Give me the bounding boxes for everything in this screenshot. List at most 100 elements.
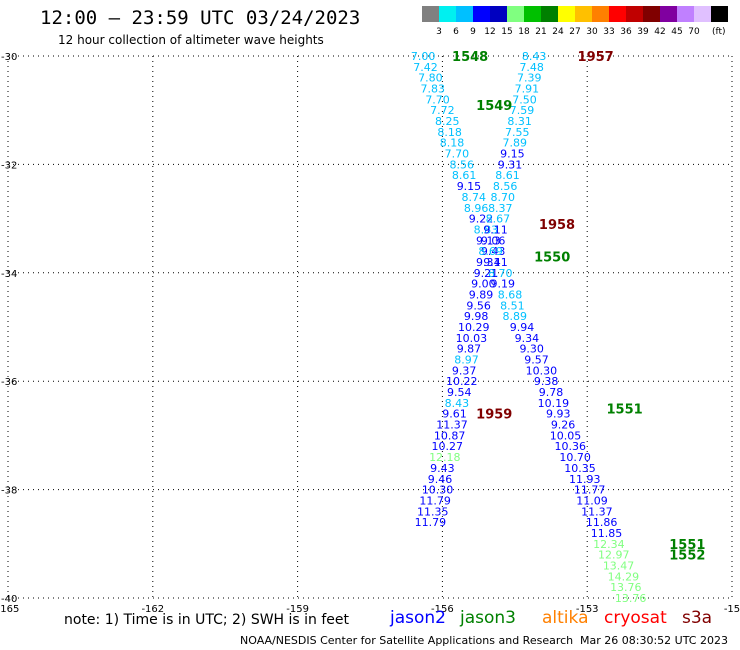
legend-label: 24 (552, 27, 564, 37)
swh-value: 8.67 (486, 213, 511, 226)
swh-value: 8.70 (488, 267, 513, 280)
swh-value: 10.30 (526, 364, 558, 377)
pass-time-label: 1957 (578, 50, 614, 65)
swh-value: 13.47 (603, 559, 635, 572)
legend-label: 70 (688, 27, 700, 37)
swh-value: 9.41 (483, 256, 508, 269)
legend-swatch (592, 6, 609, 22)
swh-value: 9.15 (457, 180, 482, 193)
legend-swatch (575, 6, 592, 22)
credit-line: NOAA/NESDIS Center for Satellite Applica… (240, 634, 574, 647)
swh-value: 9.06 (481, 234, 506, 247)
legend-label: 30 (586, 27, 598, 37)
swh-value: 10.27 (431, 440, 463, 453)
swh-value: 8.25 (435, 115, 460, 128)
swh-value: 9.13 (476, 234, 501, 247)
pass-time-label: 1958 (539, 218, 575, 233)
swh-value: 7.91 (515, 83, 540, 96)
swh-value: 9.94 (510, 321, 535, 334)
pass-time-label: 1549 (476, 99, 512, 114)
y-tick-label: -34 (1, 269, 17, 280)
swh-value: 8.18 (440, 137, 465, 150)
legend-label: 12 (484, 27, 495, 37)
pass-time-label: 1551 (607, 402, 643, 417)
swh-value: 12.18 (429, 451, 461, 464)
x-tick-label: -165 (0, 604, 19, 615)
swh-value: 7.50 (512, 93, 537, 106)
swh-value: 9.61 (442, 408, 467, 421)
swh-value: 11.79 (419, 494, 451, 507)
swh-value: 11.85 (591, 527, 623, 540)
swh-value: 7.59 (510, 104, 535, 117)
pass-time-label: 1551 (669, 538, 705, 553)
page-title: 12:00 – 23:59 UTC 03/24/2023 (40, 7, 361, 29)
swh-value: 10.22 (446, 375, 478, 388)
legend-unit: (ft) (712, 27, 726, 37)
swh-value: 9.43 (430, 462, 455, 475)
swh-value: 8.31 (507, 115, 532, 128)
pass-time-label: 1550 (534, 251, 570, 266)
swh-value: 9.89 (469, 288, 494, 301)
swh-value: 8.18 (437, 126, 462, 139)
swh-value: 8.56 (449, 158, 474, 171)
swh-value: 12.34 (593, 538, 625, 551)
swh-value: 7.80 (418, 72, 443, 85)
swh-value: 10.70 (559, 451, 591, 464)
swh-value: 9.37 (452, 364, 477, 377)
swh-value: 11.35 (417, 505, 449, 518)
swh-value: 9.11 (483, 223, 508, 236)
y-tick-label: -36 (1, 377, 17, 388)
x-tick-label: -162 (141, 604, 164, 615)
swh-value: 8.43 (445, 397, 470, 410)
swh-value: 11.37 (436, 419, 468, 432)
pass-time-label: 1959 (476, 408, 512, 423)
legend-swatch (660, 6, 677, 22)
swh-value: 13.76 (610, 581, 642, 594)
legend-swatch (473, 6, 490, 22)
swh-value: 7.39 (517, 72, 542, 85)
swh-value: 10.29 (458, 321, 490, 334)
swh-value: 8.83 (474, 223, 499, 236)
swh-value: 8.89 (503, 310, 528, 323)
swh-value: 9.00 (471, 278, 496, 291)
swh-value: 10.36 (555, 440, 587, 453)
legend-swatch (507, 6, 524, 22)
swh-value: 9.31 (498, 158, 523, 171)
swh-value: 10.03 (456, 332, 488, 345)
swh-value: 8.61 (452, 169, 477, 182)
swh-value: 9.93 (546, 408, 571, 421)
swh-value: 9.26 (551, 419, 576, 432)
swh-value: 7.42 (413, 61, 438, 74)
x-tick-label: -156 (431, 604, 454, 615)
x-tick-label: -159 (286, 604, 309, 615)
swh-value: 9.34 (515, 332, 540, 345)
swh-value: 11.09 (576, 494, 608, 507)
legend-swatch (711, 6, 728, 22)
legend-label: 6 (453, 27, 459, 37)
legend-swatch (694, 6, 711, 22)
swh-value: 7.89 (503, 137, 528, 150)
footnote: note: 1) Time is in UTC; 2) SWH is in fe… (64, 612, 350, 628)
mission-label-jason2: jason2 (390, 608, 446, 628)
swh-value: 13.76 (615, 592, 647, 605)
swh-value: 8.97 (454, 354, 479, 367)
legend-swatch (456, 6, 473, 22)
timestamp: Mar 26 08:30:52 UTC 2023 (580, 634, 728, 647)
swh-value: 9.87 (457, 343, 482, 356)
legend-label: 33 (603, 27, 614, 37)
swh-value: 9.19 (490, 278, 515, 291)
swh-value: 11.93 (569, 473, 601, 486)
swh-value: 7.70 (445, 148, 470, 161)
page-subtitle: 12 hour collection of altimeter wave hei… (58, 33, 324, 47)
swh-value: 9.98 (464, 310, 489, 323)
swh-value: 9.54 (447, 386, 472, 399)
x-tick-label: -153 (576, 604, 599, 615)
legend-swatch (609, 6, 626, 22)
color-legend: 3 6 9 12 15 18 21 24 27 30 33 36 39 42 45 70 (ft) (422, 6, 728, 37)
swh-value: 9.43 (481, 245, 506, 258)
legend-label: 27 (569, 27, 580, 37)
swh-value: 8.68 (498, 288, 523, 301)
legend-label: 45 (671, 27, 682, 37)
swh-value: 9.15 (500, 148, 525, 161)
